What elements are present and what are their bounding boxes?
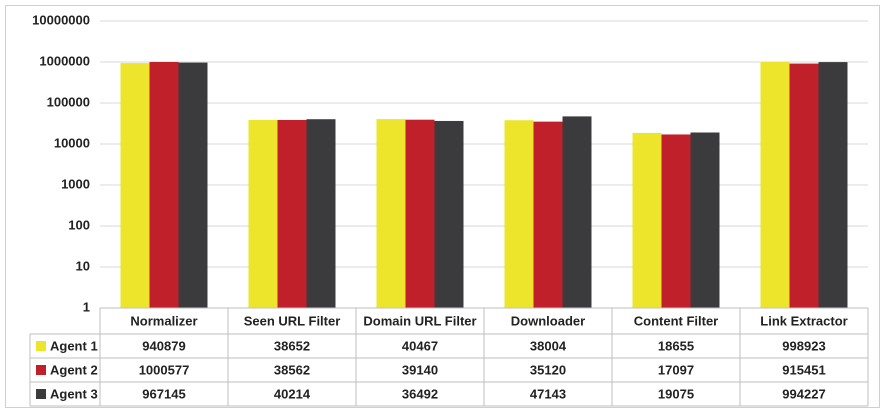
y-tick-label: 10000	[54, 135, 90, 150]
table-cell: 998923	[782, 338, 825, 353]
bar	[434, 120, 464, 309]
table-cell: 940879	[142, 338, 185, 353]
bar	[562, 116, 592, 308]
table-cell: 36492	[402, 386, 438, 401]
table-cell: 39140	[402, 362, 438, 377]
table-cell: 38652	[274, 338, 310, 353]
bar	[690, 132, 720, 308]
bar	[277, 119, 307, 308]
bar	[178, 62, 208, 308]
y-tick-label: 1000000	[39, 53, 90, 68]
legend-label: Agent 3	[50, 386, 98, 401]
x-tick-label: Seen URL Filter	[244, 313, 341, 328]
bar	[248, 119, 278, 308]
bar	[306, 119, 336, 308]
legend-swatch	[36, 389, 46, 399]
table-cell: 38004	[530, 338, 567, 353]
table-cell: 915451	[782, 362, 825, 377]
y-tick-label: 100000	[47, 94, 90, 109]
table-cell: 38562	[274, 362, 310, 377]
legend-label: Agent 2	[50, 362, 98, 377]
legend-label: Agent 1	[50, 338, 98, 353]
bar	[789, 63, 819, 308]
y-tick-label: 1000	[61, 176, 90, 191]
bar	[632, 132, 662, 308]
bar	[818, 62, 848, 309]
bar	[661, 134, 691, 308]
legend-swatch	[36, 365, 46, 375]
y-tick-label: 10000000	[32, 12, 90, 27]
table-cell: 40214	[274, 386, 311, 401]
bar	[376, 119, 406, 308]
bar	[149, 61, 179, 308]
x-tick-label: Content Filter	[634, 313, 719, 328]
bar	[504, 120, 534, 309]
table-cell: 35120	[530, 362, 566, 377]
table-cell: 18655	[658, 338, 694, 353]
legend-swatch	[36, 341, 46, 351]
bar	[760, 62, 790, 308]
table-cell: 967145	[142, 386, 185, 401]
y-tick-label: 10	[76, 258, 90, 273]
bar	[405, 119, 435, 308]
bar	[533, 121, 563, 308]
table-cell: 19075	[658, 386, 694, 401]
x-tick-label: Domain URL Filter	[363, 313, 476, 328]
y-tick-label: 100	[68, 217, 90, 232]
x-tick-label: Normalizer	[130, 313, 197, 328]
table-cell: 1000577	[139, 362, 190, 377]
bar	[120, 63, 150, 308]
x-tick-label: Link Extractor	[760, 313, 847, 328]
table-cell: 40467	[402, 338, 438, 353]
table-cell: 17097	[658, 362, 694, 377]
table-cell: 47143	[530, 386, 566, 401]
table-cell: 994227	[782, 386, 825, 401]
y-tick-label: 1	[83, 299, 90, 314]
x-tick-label: Downloader	[511, 313, 585, 328]
